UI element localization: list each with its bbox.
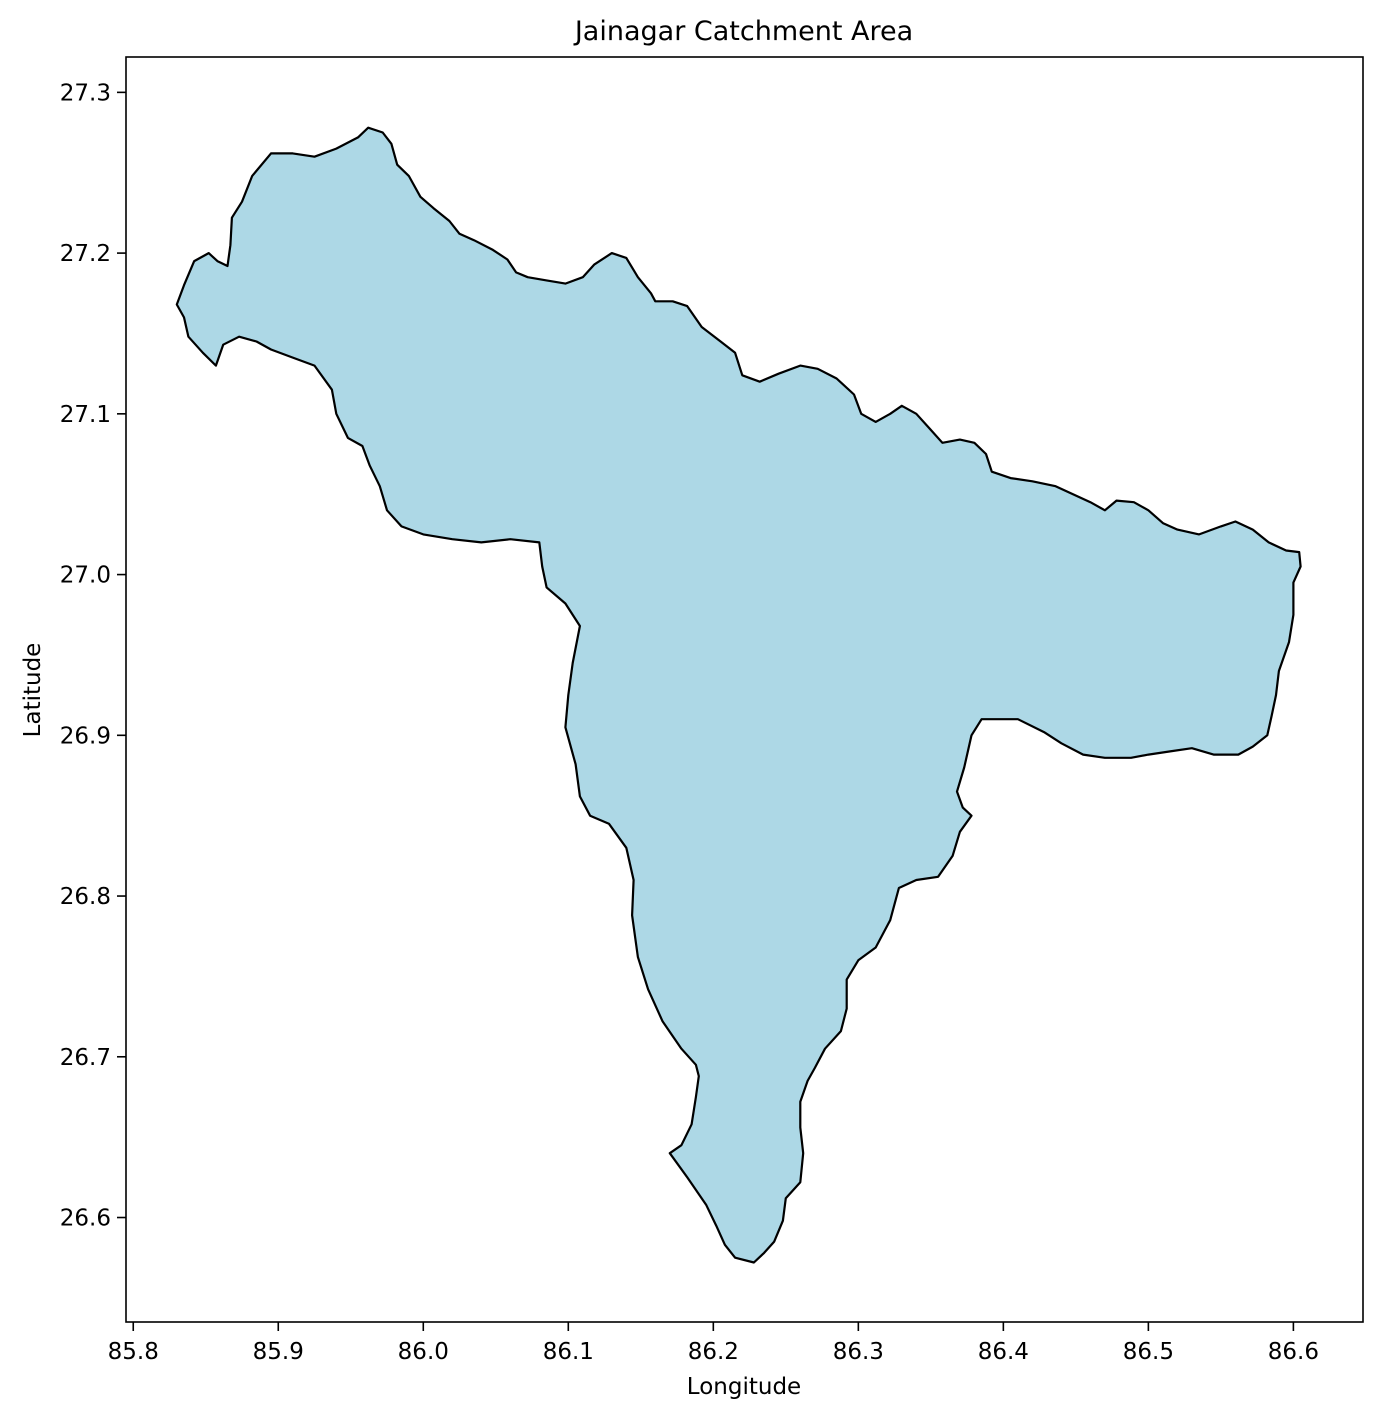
x-tick-label: 86.6 <box>1268 1339 1319 1365</box>
x-tick-label: 85.9 <box>253 1339 304 1365</box>
y-tick-label: 26.7 <box>60 1045 111 1071</box>
y-tick-label: 26.6 <box>60 1206 111 1232</box>
x-axis-label: Longitude <box>687 1374 801 1400</box>
y-tick-label: 26.8 <box>60 884 111 910</box>
x-tick-label: 86.0 <box>398 1339 449 1365</box>
chart-title: Jainagar Catchment Area <box>573 16 913 47</box>
y-tick-label: 27.3 <box>60 80 111 106</box>
catchment-region-layer <box>175 126 1302 1264</box>
y-tick-label: 26.9 <box>60 723 111 749</box>
axes-frame <box>125 56 1364 1323</box>
y-tick-label: 27.0 <box>60 563 111 589</box>
x-tick-label: 86.4 <box>978 1339 1029 1365</box>
y-axis-ticks: 26.6 26.7 26.8 26.9 27.0 27.1 27.2 27.3 <box>60 80 126 1232</box>
y-tick-label: 27.1 <box>60 402 111 428</box>
y-axis-label: Latitude <box>20 643 46 738</box>
catchment-polygon <box>175 126 1302 1264</box>
x-tick-label: 86.2 <box>688 1339 739 1365</box>
x-tick-label: 86.1 <box>543 1339 594 1365</box>
x-tick-label: 86.5 <box>1123 1339 1174 1365</box>
x-tick-label: 85.8 <box>108 1339 159 1365</box>
y-tick-label: 27.2 <box>60 241 111 267</box>
x-tick-label: 86.3 <box>833 1339 884 1365</box>
x-axis-ticks: 85.8 85.9 86.0 86.1 86.2 86.3 86.4 86.5 86.6 <box>108 1322 1319 1365</box>
